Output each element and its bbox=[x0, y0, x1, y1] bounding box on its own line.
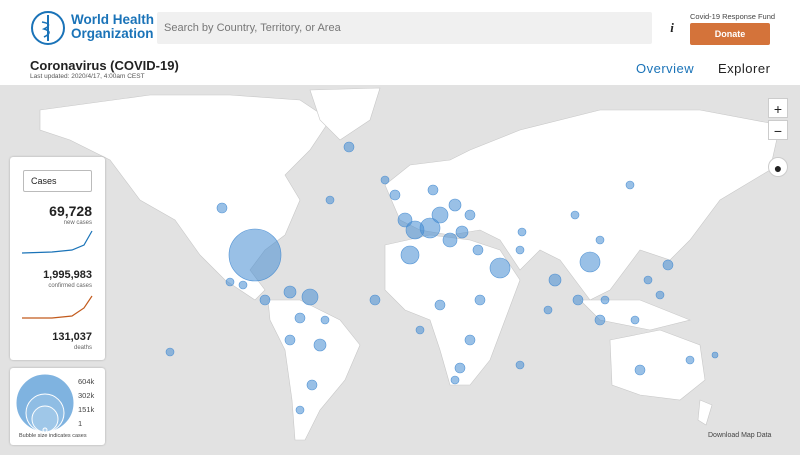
stat-value: 131,037 bbox=[52, 331, 92, 343]
case-bubble[interactable] bbox=[380, 175, 390, 185]
stat-label: new cases bbox=[63, 220, 92, 226]
case-bubble[interactable] bbox=[594, 314, 606, 326]
donate-button[interactable]: Donate bbox=[690, 23, 770, 45]
legend-size: 302k bbox=[78, 391, 95, 400]
logo-line: Organization bbox=[71, 26, 154, 41]
case-bubble[interactable] bbox=[455, 225, 469, 239]
download-link[interactable]: Download Map Data bbox=[708, 432, 772, 439]
last-updated: Last updated: 2020/4/17, 4:00am CEST bbox=[30, 73, 145, 80]
world-map[interactable] bbox=[0, 85, 800, 455]
case-bubble[interactable] bbox=[625, 180, 635, 190]
case-bubble[interactable] bbox=[600, 295, 610, 305]
stats-panel: Cases 69,728 new cases 1,995,983 confirm… bbox=[10, 157, 105, 360]
case-bubble[interactable] bbox=[389, 189, 401, 201]
case-bubble[interactable] bbox=[579, 251, 601, 273]
case-bubble[interactable] bbox=[472, 244, 484, 256]
case-bubble[interactable] bbox=[448, 198, 462, 212]
case-bubble[interactable] bbox=[369, 294, 381, 306]
info-button[interactable]: i bbox=[670, 20, 674, 35]
case-bubble[interactable] bbox=[515, 360, 525, 370]
case-bubble[interactable] bbox=[294, 312, 306, 324]
case-bubble[interactable] bbox=[655, 290, 665, 300]
case-bubble[interactable] bbox=[427, 184, 439, 196]
case-bubble[interactable] bbox=[515, 245, 525, 255]
zoom-in[interactable]: + bbox=[768, 98, 788, 118]
case-bubble[interactable] bbox=[572, 294, 584, 306]
sparkline bbox=[22, 295, 93, 319]
search-box[interactable]: Search by Country, Territory, or Area bbox=[157, 12, 652, 44]
legend-size: 604k bbox=[78, 377, 95, 386]
case-bubble[interactable] bbox=[284, 334, 296, 346]
case-bubble[interactable] bbox=[543, 305, 553, 315]
case-bubble[interactable] bbox=[434, 299, 446, 311]
who-emblem bbox=[31, 11, 65, 45]
case-bubble[interactable] bbox=[283, 285, 297, 299]
case-bubble[interactable] bbox=[711, 351, 719, 359]
case-bubble[interactable] bbox=[595, 235, 605, 245]
case-bubble[interactable] bbox=[225, 277, 235, 287]
tab[interactable]: Overview bbox=[636, 61, 695, 76]
case-bubble[interactable] bbox=[570, 210, 580, 220]
case-bubble[interactable] bbox=[634, 364, 646, 376]
legend-size: 1 bbox=[78, 419, 83, 428]
case-bubble[interactable] bbox=[228, 228, 282, 282]
case-bubble[interactable] bbox=[415, 325, 425, 335]
zoom-out[interactable]: − bbox=[768, 120, 788, 140]
case-bubble[interactable] bbox=[662, 259, 674, 271]
case-bubble[interactable] bbox=[489, 257, 511, 279]
case-bubble[interactable] bbox=[313, 338, 327, 352]
case-bubble[interactable] bbox=[431, 206, 449, 224]
tab[interactable]: Explorer bbox=[718, 61, 771, 76]
legend-panel: 604k 302k 151k 1 Bubble size indicates c… bbox=[10, 368, 105, 445]
fund-label: Covid-19 Response Fund bbox=[690, 12, 776, 21]
legend-size: 151k bbox=[78, 405, 95, 414]
stat-value: 1,995,983 bbox=[43, 269, 92, 281]
page-title: Coronavirus (COVID-19) bbox=[30, 58, 179, 73]
stat-value: 69,728 bbox=[49, 203, 92, 219]
legend-bubbles bbox=[15, 373, 75, 433]
stat-label: confirmed cases bbox=[48, 283, 92, 289]
case-bubble[interactable] bbox=[685, 355, 695, 365]
stat-label: deaths bbox=[73, 345, 92, 351]
case-bubble[interactable] bbox=[450, 375, 460, 385]
case-bubble[interactable] bbox=[343, 141, 355, 153]
case-bubble[interactable] bbox=[216, 202, 228, 214]
header: World Health Organization Search by Coun… bbox=[0, 0, 800, 55]
case-bubble[interactable] bbox=[474, 294, 486, 306]
case-bubble[interactable] bbox=[238, 280, 248, 290]
case-bubble[interactable] bbox=[306, 379, 318, 391]
case-bubble[interactable] bbox=[464, 334, 476, 346]
case-bubble[interactable] bbox=[325, 195, 335, 205]
case-bubble[interactable] bbox=[442, 232, 458, 248]
logo-line: World Health bbox=[71, 12, 155, 27]
case-bubble[interactable] bbox=[643, 275, 653, 285]
globe-button[interactable]: ● bbox=[768, 157, 788, 177]
case-bubble[interactable] bbox=[454, 362, 466, 374]
case-bubble[interactable] bbox=[464, 209, 476, 221]
case-bubble[interactable] bbox=[630, 315, 640, 325]
case-bubble[interactable] bbox=[259, 294, 271, 306]
case-bubble[interactable] bbox=[517, 227, 527, 237]
case-bubble[interactable] bbox=[295, 405, 305, 415]
case-bubble[interactable] bbox=[165, 347, 175, 357]
sparkline bbox=[22, 230, 93, 254]
case-bubbles bbox=[165, 141, 719, 415]
metric-dropdown[interactable]: Cases bbox=[23, 170, 92, 192]
case-bubble[interactable] bbox=[320, 315, 330, 325]
case-bubble[interactable] bbox=[548, 273, 562, 287]
case-bubble[interactable] bbox=[301, 288, 319, 306]
case-bubble[interactable] bbox=[400, 245, 420, 265]
legend-caption: Bubble size indicates cases bbox=[19, 433, 87, 439]
case-bubble[interactable] bbox=[419, 217, 441, 239]
logo-text: World Health Organization bbox=[71, 13, 154, 41]
